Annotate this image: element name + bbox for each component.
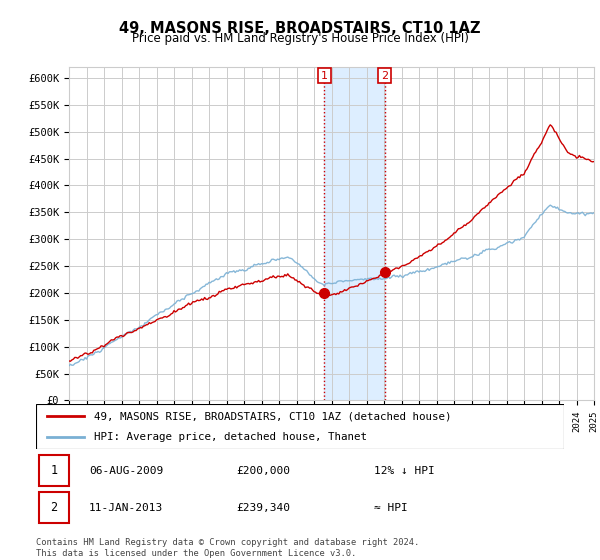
Text: 06-AUG-2009: 06-AUG-2009	[89, 466, 163, 476]
Text: Price paid vs. HM Land Registry's House Price Index (HPI): Price paid vs. HM Land Registry's House …	[131, 32, 469, 45]
Text: 1: 1	[321, 71, 328, 81]
Bar	[38, 492, 69, 524]
Text: 1: 1	[50, 464, 58, 478]
Text: ≈ HPI: ≈ HPI	[374, 503, 407, 513]
Text: £239,340: £239,340	[236, 503, 290, 513]
Text: 49, MASONS RISE, BROADSTAIRS, CT10 1AZ (detached house): 49, MASONS RISE, BROADSTAIRS, CT10 1AZ (…	[94, 412, 452, 422]
Text: £200,000: £200,000	[236, 466, 290, 476]
Text: Contains HM Land Registry data © Crown copyright and database right 2024.
This d: Contains HM Land Registry data © Crown c…	[36, 538, 419, 558]
Text: HPI: Average price, detached house, Thanet: HPI: Average price, detached house, Than…	[94, 432, 367, 442]
Bar	[38, 455, 69, 487]
Bar	[325, 67, 385, 400]
Text: 2: 2	[50, 501, 58, 515]
Text: 12% ↓ HPI: 12% ↓ HPI	[374, 466, 434, 476]
Text: 11-JAN-2013: 11-JAN-2013	[89, 503, 163, 513]
Text: 49, MASONS RISE, BROADSTAIRS, CT10 1AZ: 49, MASONS RISE, BROADSTAIRS, CT10 1AZ	[119, 21, 481, 36]
Text: 2: 2	[381, 71, 388, 81]
